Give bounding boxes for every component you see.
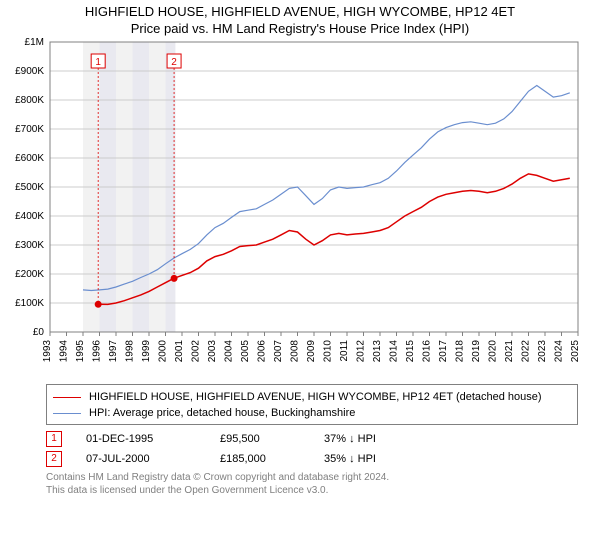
svg-text:2000: 2000 (158, 339, 169, 362)
svg-text:1995: 1995 (75, 339, 86, 362)
legend-swatch (53, 397, 81, 398)
svg-text:2017: 2017 (438, 339, 449, 362)
svg-text:1994: 1994 (59, 339, 70, 362)
svg-text:2010: 2010 (323, 339, 334, 362)
svg-text:2014: 2014 (389, 339, 400, 362)
data-point-marker: 2 (46, 451, 62, 467)
legend-item: HIGHFIELD HOUSE, HIGHFIELD AVENUE, HIGH … (53, 389, 571, 406)
footer-line-1: Contains HM Land Registry data © Crown c… (46, 471, 578, 484)
svg-text:£700K: £700K (15, 124, 44, 135)
svg-text:£900K: £900K (15, 66, 44, 77)
svg-text:2007: 2007 (273, 339, 284, 362)
svg-text:£200K: £200K (15, 269, 44, 280)
svg-text:2004: 2004 (224, 339, 235, 362)
svg-text:2025: 2025 (570, 339, 581, 362)
data-points-table: 1 01-DEC-1995 £95,500 37% ↓ HPI 2 07-JUL-2000… (46, 431, 578, 467)
title-line-1: HIGHFIELD HOUSE, HIGHFIELD AVENUE, HIGH … (0, 4, 600, 21)
svg-text:2022: 2022 (521, 339, 532, 362)
svg-text:£100K: £100K (15, 298, 44, 309)
data-point-date: 07-JUL-2000 (86, 453, 196, 465)
svg-text:2016: 2016 (422, 339, 433, 362)
svg-text:2019: 2019 (471, 339, 482, 362)
svg-text:1999: 1999 (141, 339, 152, 362)
line-chart-svg: £0 £100K £200K £300K £400K £500K £600K £700K £80… (0, 38, 600, 378)
svg-text:2009: 2009 (306, 339, 317, 362)
data-point-marker: 1 (46, 431, 62, 447)
svg-text:2012: 2012 (356, 339, 367, 362)
data-point-diff: 37% ↓ HPI (324, 433, 424, 445)
data-point-row: 1 01-DEC-1995 £95,500 37% ↓ HPI (46, 431, 578, 447)
svg-text:2003: 2003 (207, 339, 218, 362)
svg-text:2020: 2020 (488, 339, 499, 362)
data-point-diff: 35% ↓ HPI (324, 453, 424, 465)
footer-attribution: Contains HM Land Registry data © Crown c… (46, 471, 578, 497)
chart-area: £0 £100K £200K £300K £400K £500K £600K £700K £80… (0, 38, 600, 378)
svg-text:1996: 1996 (92, 339, 103, 362)
legend-swatch (53, 413, 81, 414)
data-point-price: £95,500 (220, 433, 300, 445)
chart-container: HIGHFIELD HOUSE, HIGHFIELD AVENUE, HIGH … (0, 0, 600, 560)
title-block: HIGHFIELD HOUSE, HIGHFIELD AVENUE, HIGH … (0, 0, 600, 38)
svg-text:2: 2 (171, 57, 177, 68)
legend: HIGHFIELD HOUSE, HIGHFIELD AVENUE, HIGH … (46, 384, 578, 425)
svg-text:2021: 2021 (504, 339, 515, 362)
svg-text:1993: 1993 (42, 339, 53, 362)
svg-text:2001: 2001 (174, 339, 185, 362)
svg-text:£800K: £800K (15, 95, 44, 106)
svg-text:2006: 2006 (257, 339, 268, 362)
svg-text:1997: 1997 (108, 339, 119, 362)
svg-text:2008: 2008 (290, 339, 301, 362)
svg-text:£400K: £400K (15, 211, 44, 222)
data-point-price: £185,000 (220, 453, 300, 465)
svg-text:2024: 2024 (554, 339, 565, 362)
svg-text:2002: 2002 (191, 339, 202, 362)
title-line-2: Price paid vs. HM Land Registry's House … (0, 21, 600, 38)
legend-item: HPI: Average price, detached house, Buck… (53, 405, 571, 422)
svg-text:2013: 2013 (372, 339, 383, 362)
svg-text:2015: 2015 (405, 339, 416, 362)
svg-text:£0: £0 (33, 327, 45, 338)
svg-text:1998: 1998 (125, 339, 136, 362)
legend-label: HIGHFIELD HOUSE, HIGHFIELD AVENUE, HIGH … (89, 389, 542, 406)
svg-text:£1M: £1M (25, 38, 44, 48)
svg-text:2018: 2018 (455, 339, 466, 362)
svg-text:1: 1 (95, 57, 101, 68)
svg-text:£500K: £500K (15, 182, 44, 193)
footer-line-2: This data is licensed under the Open Gov… (46, 484, 578, 497)
svg-text:2011: 2011 (339, 339, 350, 361)
legend-label: HPI: Average price, detached house, Buck… (89, 405, 355, 422)
data-point-row: 2 07-JUL-2000 £185,000 35% ↓ HPI (46, 451, 578, 467)
svg-text:£300K: £300K (15, 240, 44, 251)
svg-text:2005: 2005 (240, 339, 251, 362)
data-point-date: 01-DEC-1995 (86, 433, 196, 445)
svg-text:2023: 2023 (537, 339, 548, 362)
svg-text:£600K: £600K (15, 153, 44, 164)
